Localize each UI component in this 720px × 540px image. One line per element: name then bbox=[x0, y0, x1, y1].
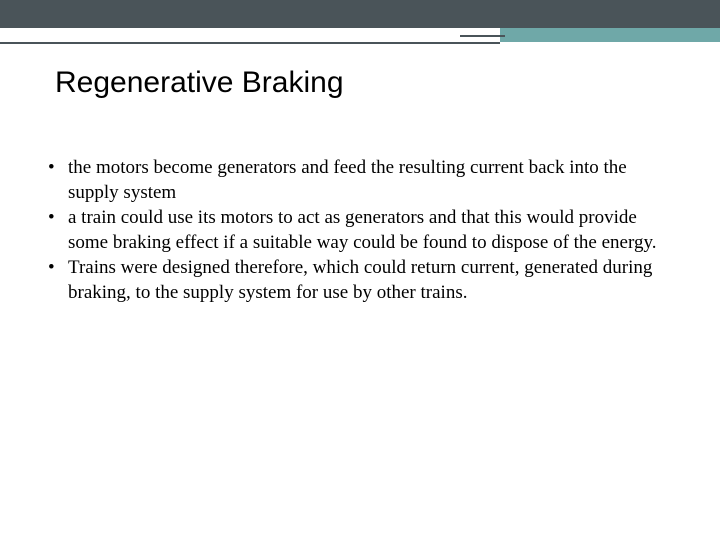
bullet-item: the motors become generators and feed th… bbox=[42, 155, 670, 205]
bullet-list: the motors become generators and feed th… bbox=[42, 155, 670, 305]
bullet-item: a train could use its motors to act as g… bbox=[42, 205, 670, 255]
slide-title: Regenerative Braking bbox=[55, 66, 344, 100]
slide-content: the motors become generators and feed th… bbox=[42, 155, 670, 305]
slide-divider-segment bbox=[460, 35, 505, 37]
slide-divider-line bbox=[0, 42, 500, 44]
slide-accent-bar bbox=[500, 28, 720, 42]
slide-top-bar bbox=[0, 0, 720, 28]
bullet-item: Trains were designed therefore, which co… bbox=[42, 255, 670, 305]
